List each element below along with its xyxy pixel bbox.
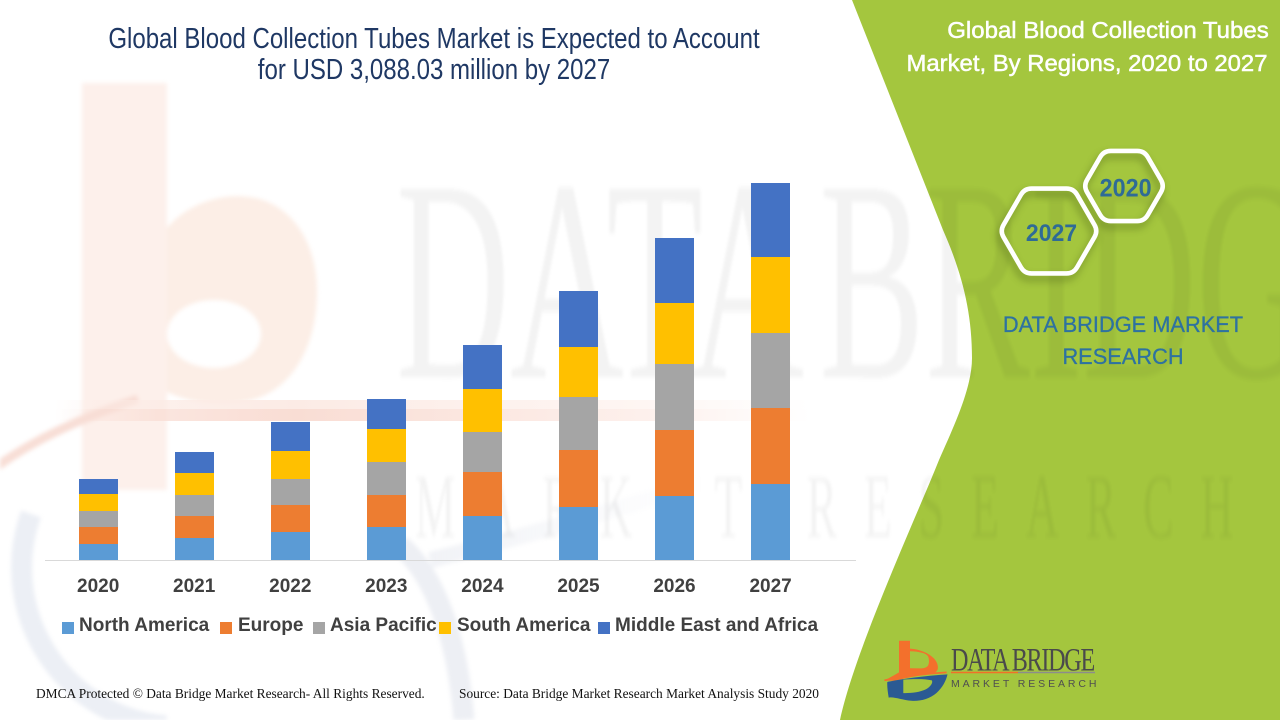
- svg-text:2027: 2027: [1026, 219, 1077, 246]
- svg-text:2020: 2020: [1100, 175, 1152, 203]
- svg-text:MARKET RESEARCH: MARKET RESEARCH: [951, 678, 1099, 690]
